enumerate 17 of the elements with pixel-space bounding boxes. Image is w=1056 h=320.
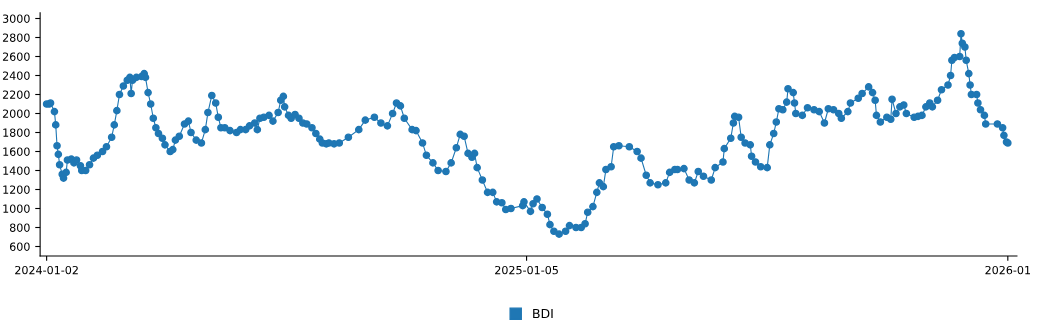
y-tick-label: 600 [9, 242, 30, 251]
legend-label: BDI [533, 308, 553, 319]
y-tick-label: 800 [9, 223, 30, 232]
y-tick-label: 2400 [2, 71, 30, 80]
y-tick-label: 2800 [2, 33, 30, 42]
y-tick-label: 3000 [2, 14, 30, 23]
y-tick-label: 1200 [3, 185, 30, 194]
x-tick-label: 2026-01 [985, 265, 1031, 275]
x-tick-label: 2025-01-05 [495, 265, 558, 275]
y-tick-label: 2200 [2, 90, 30, 99]
y-tick-label: 1000 [3, 204, 30, 213]
y-tick-label: 2000 [2, 109, 30, 118]
y-tick-label: 1800 [3, 128, 30, 137]
x-tick-label: 2024-01-02 [15, 265, 78, 275]
y-tick-label: 1600 [3, 147, 30, 156]
y-tick-label: 2600 [2, 52, 30, 61]
y-tick-label: 1400 [3, 166, 30, 175]
